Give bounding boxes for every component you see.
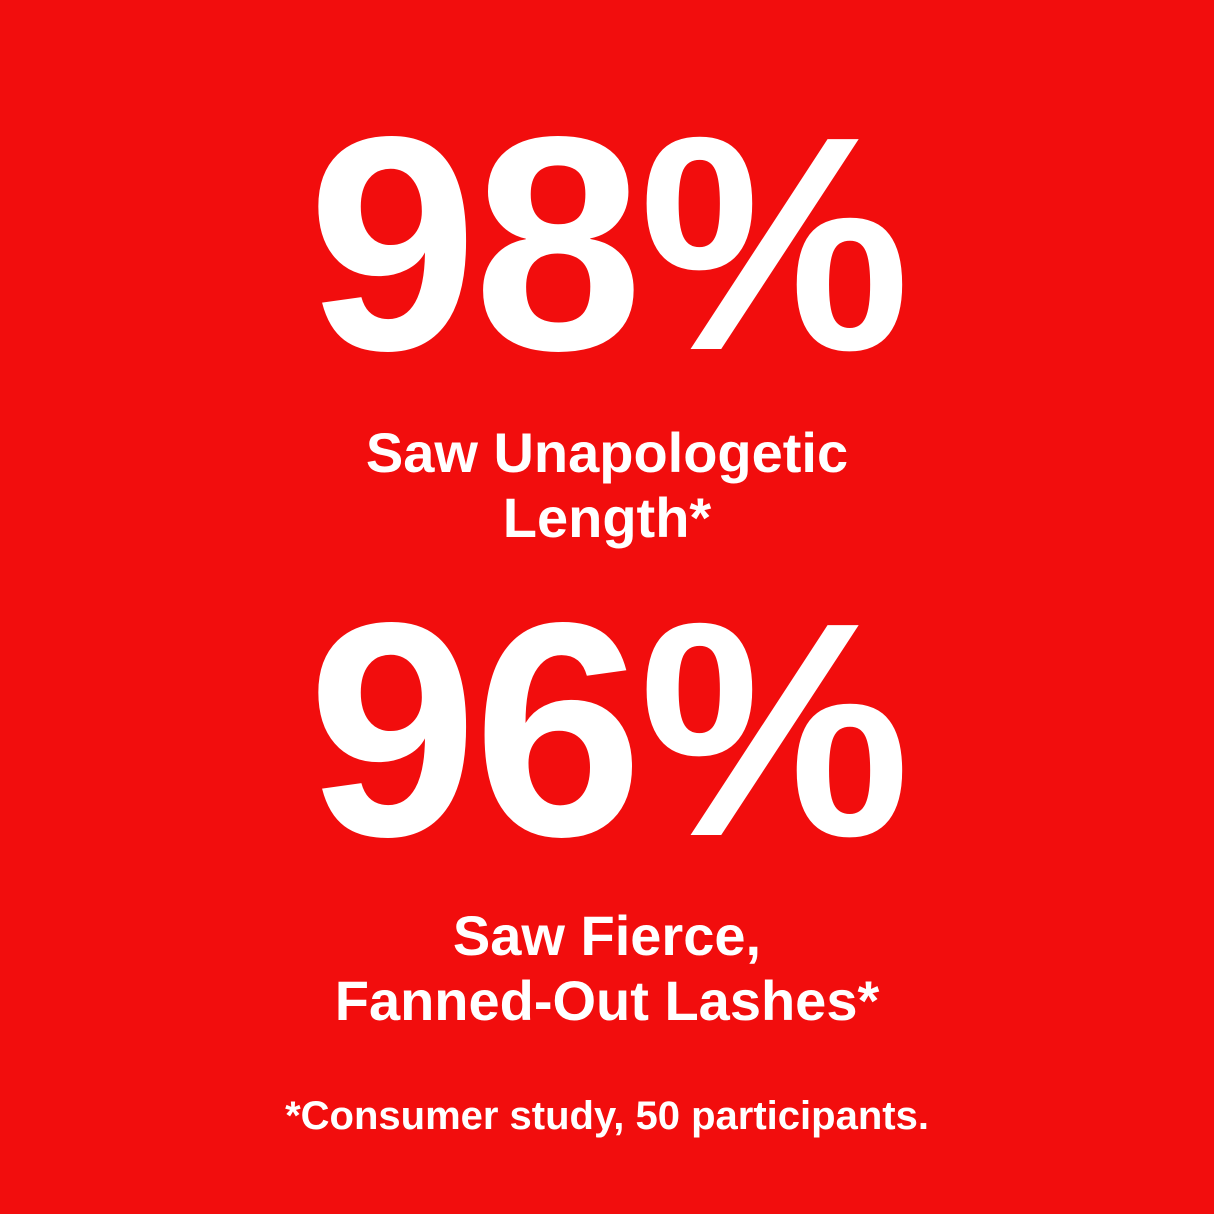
stat-caption: Length*: [502, 486, 712, 549]
stat-caption: Saw Unapologetic: [365, 421, 849, 484]
stat-value: 98%: [307, 73, 910, 414]
stat-caption: Saw Fierce,: [452, 904, 762, 967]
stat-value: 96%: [307, 559, 910, 900]
stat-caption: Fanned-Out Lashes*: [334, 969, 880, 1032]
footnote: *Consumer study, 50 participants.: [285, 1094, 929, 1138]
